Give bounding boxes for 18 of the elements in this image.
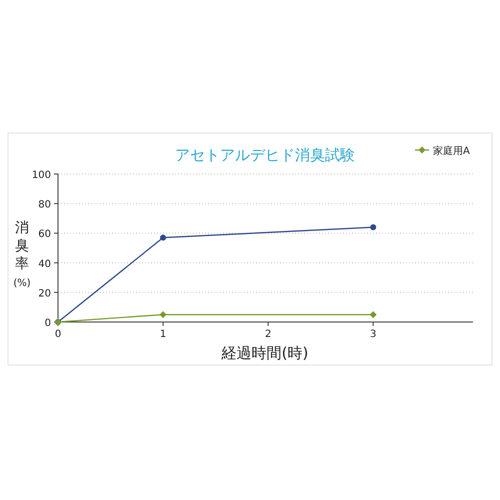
point: [370, 224, 376, 230]
y-tick-label: 100: [32, 170, 51, 181]
x-tick-label: 2: [264, 329, 272, 340]
y-axis-title: 消臭率(%): [13, 220, 31, 289]
legend-label: 家庭用A: [433, 145, 470, 157]
x-tick-label: 1: [160, 329, 166, 340]
point: [370, 311, 377, 318]
y-tick-label: 20: [38, 288, 51, 300]
chart-title: アセトアルデヒド消臭試験: [175, 146, 355, 164]
x-axis-title: 経過時間(時): [220, 344, 308, 362]
y-tick-label: 40: [38, 258, 51, 270]
point: [160, 234, 166, 241]
y-tick-label: 0: [44, 318, 51, 329]
y-tick-label: 60: [38, 229, 51, 240]
x-tick-label: 0: [54, 329, 62, 340]
x-tick-label: 3: [370, 329, 376, 340]
y-tick-label: 80: [38, 200, 51, 211]
point: [160, 311, 167, 318]
